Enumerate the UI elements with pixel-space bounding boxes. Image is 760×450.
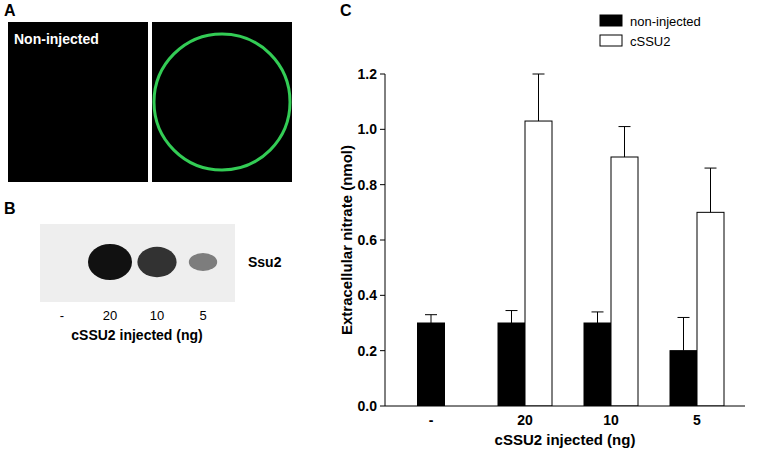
bar — [697, 212, 724, 406]
error-bar — [597, 312, 598, 323]
y-tick — [380, 240, 385, 241]
figure: A B C Non-injected - 20 10 5 Ssu2 cSSU2 injected … — [0, 0, 760, 450]
bar — [498, 323, 525, 406]
y-tick — [380, 129, 385, 130]
x-tick-label: 20 — [517, 412, 533, 428]
legend-label: cSSU2 — [630, 34, 670, 49]
y-tick-label: 0.8 — [358, 177, 378, 193]
blot-band — [88, 244, 132, 280]
bar — [418, 323, 445, 406]
y-tick-label: 0.2 — [358, 343, 378, 359]
micrograph — [152, 22, 292, 182]
x-axis — [385, 406, 745, 407]
oocyte-membrane — [154, 34, 290, 170]
bar — [670, 351, 697, 406]
y-tick-label: 1.0 — [358, 121, 378, 137]
y-tick-label: 0.4 — [358, 287, 378, 303]
band-label: Ssu2 — [248, 254, 282, 270]
x-tick-label: - — [429, 412, 434, 428]
bar — [611, 157, 638, 406]
panel-label: A — [4, 2, 16, 19]
error-cap — [619, 126, 631, 127]
y-tick-label: 1.2 — [358, 66, 378, 82]
error-bar — [683, 317, 684, 350]
error-cap — [705, 168, 717, 169]
y-tick — [380, 350, 385, 351]
error-cap — [678, 317, 690, 318]
axis-label: cSSU2 injected (ng) — [71, 327, 202, 343]
error-cap — [506, 310, 518, 311]
y-tick-label: 0.0 — [358, 398, 378, 414]
blot-band — [189, 253, 217, 271]
error-bar — [710, 168, 711, 212]
axis-label: cSSU2 injected (ng) — [495, 431, 636, 448]
error-bar — [511, 311, 512, 323]
blot-membrane — [40, 224, 235, 302]
bars — [418, 74, 725, 406]
legend-label: non-injected — [630, 14, 701, 29]
micrograph — [8, 22, 148, 182]
lane-label: - — [60, 308, 64, 323]
axis-label: Extracellular nitrate (nmol) — [338, 145, 355, 335]
legend-swatch — [600, 35, 622, 46]
bar — [584, 323, 611, 406]
x-tick-label: 10 — [603, 412, 619, 428]
y-tick-label: 0.6 — [358, 232, 378, 248]
y-tick — [380, 406, 385, 407]
bar — [525, 121, 552, 406]
x-tick-label: 5 — [693, 412, 701, 428]
y-tick — [380, 184, 385, 185]
error-bar — [431, 315, 432, 323]
error-bar — [538, 74, 539, 121]
image-label: Non-injected — [14, 31, 99, 47]
blot-band — [137, 247, 176, 277]
lane-label: 5 — [199, 308, 206, 323]
error-bar — [624, 127, 625, 157]
panel-label: B — [4, 200, 16, 217]
lane-label: 20 — [103, 308, 117, 323]
legend-swatch — [600, 15, 622, 26]
error-cap — [533, 74, 545, 75]
error-cap — [592, 311, 604, 312]
y-tick — [380, 295, 385, 296]
y-tick — [380, 74, 385, 75]
lane-label: 10 — [150, 308, 164, 323]
panel-label: C — [340, 2, 352, 19]
error-cap — [425, 314, 437, 315]
